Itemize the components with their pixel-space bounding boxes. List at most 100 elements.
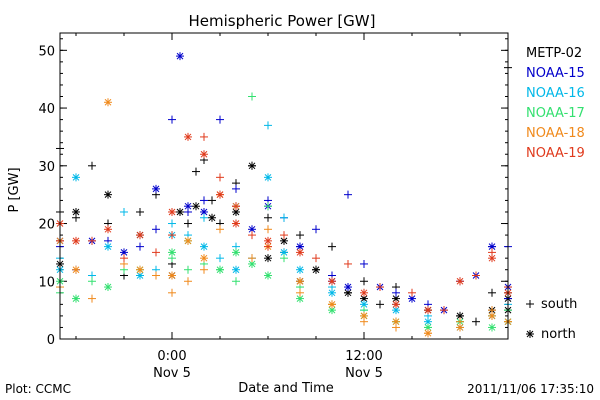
- point-noaa-19-north-14: [136, 231, 144, 240]
- point-noaa-19-south-17: [216, 173, 224, 182]
- point-noaa-17-north-15: [168, 248, 176, 257]
- point-noaa-18-north-13: [104, 98, 112, 107]
- point-metp-02-south-28: [208, 196, 216, 205]
- point-noaa-18-south-22: [296, 288, 304, 297]
- point-noaa-15-south-28: [392, 288, 400, 297]
- point-noaa-18-north-23: [360, 311, 368, 320]
- point-noaa-19-north-12: [72, 236, 80, 245]
- point-noaa-17-north-27: [488, 323, 496, 332]
- point-noaa-17-north-12: [72, 294, 80, 303]
- point-noaa-15-north-15: [152, 184, 160, 193]
- point-noaa-16-south-17: [200, 213, 208, 222]
- legend-noaa-17: NOAA-17: [526, 106, 585, 121]
- point-noaa-19-south-25: [408, 288, 416, 297]
- point-metp-02-north-18: [208, 213, 216, 222]
- point-noaa-17-south-22: [280, 254, 288, 263]
- x-axis-label: Date and Time: [238, 381, 334, 396]
- x-tick-date-3: Nov 5: [345, 366, 383, 381]
- point-metp-02-south-34: [296, 231, 304, 240]
- point-noaa-16-north-14: [136, 271, 144, 280]
- point-noaa-16-north-23: [392, 306, 400, 315]
- point-metp-02-north-16: [176, 207, 184, 216]
- point-noaa-15-south-20: [232, 184, 240, 193]
- point-noaa-18-north-16: [184, 236, 192, 245]
- point-metp-02-south-43: [472, 317, 480, 326]
- point-noaa-18-south-20: [248, 254, 256, 263]
- point-noaa-17-south-20: [248, 92, 256, 101]
- point-noaa-17-south-21: [264, 202, 272, 211]
- point-noaa-19-south-12: [88, 236, 96, 245]
- legend-metp-02: METP-02: [526, 46, 582, 61]
- point-metp-02-north-12: [72, 207, 80, 216]
- point-noaa-19-south-26: [440, 306, 448, 315]
- point-metp-02-north-24: [312, 265, 320, 274]
- point-noaa-15-south-27: [360, 259, 368, 268]
- point-noaa-16-north-13: [104, 242, 112, 251]
- point-noaa-19-north-22: [328, 277, 336, 286]
- point-noaa-18-north-14: [136, 265, 144, 274]
- point-metp-02-north-21: [264, 254, 272, 263]
- point-metp-02-north-17: [192, 202, 200, 211]
- point-noaa-17-north-20: [264, 271, 272, 280]
- footer-left: Plot: CCMC: [5, 382, 71, 396]
- point-noaa-16-north-18: [264, 173, 272, 182]
- point-noaa-19-north-19: [232, 219, 240, 228]
- point-noaa-19-north-16: [184, 132, 192, 141]
- legend-noaa-16: NOAA-16: [526, 86, 585, 101]
- point-metp-02-south-36: [328, 242, 336, 251]
- point-noaa-18-south-18: [216, 225, 224, 234]
- point-noaa-19-north-17: [200, 150, 208, 159]
- point-noaa-16-south-18: [216, 254, 224, 263]
- y-tick-label-0: 0: [47, 333, 55, 348]
- axes-ticks: 0 10 20 30 40 50 0:00 Nov 5 12:00 Nov 5: [38, 33, 509, 381]
- point-noaa-17-south-19: [232, 277, 240, 286]
- legend-noaa-15: NOAA-15: [526, 66, 585, 81]
- point-noaa-19-south-15: [168, 231, 176, 240]
- legend: METP-02 NOAA-15 NOAA-16 NOAA-17 NOAA-18 NOAA-…: [526, 46, 585, 342]
- point-metp-02-south-44: [488, 288, 496, 297]
- point-noaa-15-south-16: [168, 115, 176, 124]
- point-metp-02-south-38: [360, 277, 368, 286]
- point-noaa-19-north-18: [216, 190, 224, 199]
- point-noaa-16-north-20: [296, 265, 304, 274]
- point-noaa-19-north-25: [424, 306, 432, 315]
- point-metp-02-south-39: [376, 300, 384, 309]
- legend-noaa-19: NOAA-19: [526, 146, 585, 161]
- point-noaa-18-north-22: [328, 300, 336, 309]
- x-tick-time-3: 12:00: [345, 349, 382, 364]
- point-noaa-17-north-17: [216, 265, 224, 274]
- point-noaa-18-south-21: [264, 225, 272, 234]
- point-noaa-16-south-13: [120, 207, 128, 216]
- point-noaa-19-north-24: [392, 300, 400, 309]
- point-noaa-15-south-19: [216, 115, 224, 124]
- point-noaa-15-north-24: [344, 283, 352, 292]
- point-noaa-18-south-17: [200, 265, 208, 274]
- point-noaa-19-north-20: [264, 236, 272, 245]
- point-noaa-19-south-27: [472, 271, 480, 280]
- point-noaa-19-north-21: [296, 248, 304, 257]
- x-tick-time-2: 0:00: [157, 349, 186, 364]
- point-noaa-15-south-15: [152, 225, 160, 234]
- point-noaa-19-south-24: [376, 283, 384, 292]
- point-noaa-15-south-26: [344, 190, 352, 199]
- point-noaa-19-south-23: [344, 259, 352, 268]
- point-noaa-19-south-13: [120, 254, 128, 263]
- point-noaa-19-south-18: [232, 202, 240, 211]
- point-metp-02-north-20: [248, 161, 256, 170]
- point-noaa-18-north-12: [72, 265, 80, 274]
- marker-legend-north: north: [541, 327, 576, 342]
- point-metp-02-north-13: [104, 190, 112, 199]
- point-noaa-15-north-20: [248, 225, 256, 234]
- point-noaa-19-north-27: [488, 254, 496, 263]
- point-noaa-19-south-16: [200, 132, 208, 141]
- point-noaa-16-north-12: [72, 173, 80, 182]
- point-noaa-19-south-21: [280, 231, 288, 240]
- point-metp-02-south-26: [192, 167, 200, 176]
- point-noaa-19-north-23: [360, 288, 368, 297]
- point-noaa-18-north-15: [168, 271, 176, 280]
- y-tick-label-5: 50: [38, 44, 55, 59]
- point-noaa-17-north-18: [232, 248, 240, 257]
- point-noaa-19-south-14: [152, 248, 160, 257]
- point-metp-02-south-22: [136, 207, 144, 216]
